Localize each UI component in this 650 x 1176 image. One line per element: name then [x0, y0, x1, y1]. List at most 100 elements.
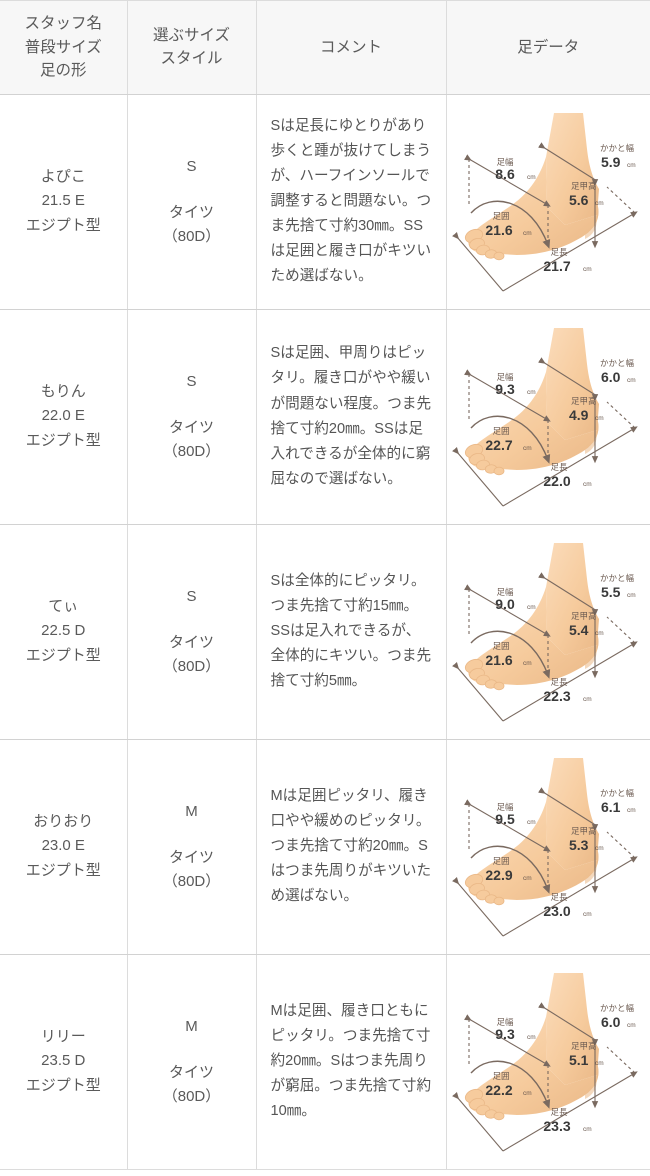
size-cell: S タイツ （80D）	[127, 94, 257, 310]
size-style: タイツ	[168, 848, 214, 866]
header-line-2: スタイル	[160, 50, 223, 68]
column-header-comment: コメント	[256, 0, 447, 95]
header-row: スタッフ名 普段サイズ 足の形 選ぶサイズ スタイル コメント 足データ	[0, 0, 650, 95]
label-foot-length: 足長	[550, 1107, 568, 1117]
comment-cell: Mは足囲、履き口ともにピッタリ。つま先捨て寸約20㎜。Sはつま先周りが窮屈。つま…	[256, 954, 447, 1170]
dimension-labels: 足幅 9.3 cm かかと幅 6.0 cm 足甲高 5.1 cm 足囲 22.2…	[485, 1003, 635, 1134]
label-foot-girth: 足囲	[492, 856, 509, 866]
staff-cell: よぴこ 21.5 E エジプト型	[0, 94, 128, 310]
size-spacer	[132, 824, 252, 846]
label-instep-height: 足甲高	[571, 396, 597, 406]
unit-foot-length: cm	[583, 1126, 592, 1133]
chosen-size-letter: S	[186, 372, 197, 390]
column-header-staff: スタッフ名 普段サイズ 足の形	[0, 0, 128, 95]
foot-data-cell: 足幅 8.6 cm かかと幅 5.9 cm 足甲高 5.6 cm 足囲 21.6…	[446, 94, 650, 310]
label-foot-length: 足長	[550, 892, 568, 902]
foot-diagram-container: 足幅 9.0 cm かかと幅 5.5 cm 足甲高 5.4 cm 足囲 21.6…	[447, 525, 650, 739]
label-instep-height: 足甲高	[571, 181, 597, 191]
size-cell: M タイツ （80D）	[127, 739, 257, 955]
unit-foot-width: cm	[527, 1034, 536, 1041]
unit-foot-girth: cm	[523, 445, 532, 452]
dimension-lines	[451, 571, 638, 722]
value-foot-length: 23.3	[543, 1118, 570, 1134]
foot-illustration	[464, 757, 599, 905]
comment-text: Sは足囲、甲周りはピッタリ。履き口がやや緩いが問題ない程度。つま先捨て寸約20㎜…	[270, 345, 432, 487]
chosen-size-letter: S	[186, 157, 197, 175]
foot-data-cell: 足幅 9.0 cm かかと幅 5.5 cm 足甲高 5.4 cm 足囲 21.6…	[446, 524, 650, 740]
value-heel-width: 5.5	[601, 584, 621, 600]
foot-data-cell: 足幅 9.3 cm かかと幅 6.0 cm 足甲高 5.1 cm 足囲 22.2…	[446, 954, 650, 1170]
value-foot-width: 9.5	[495, 811, 515, 827]
size-spacer	[132, 179, 252, 201]
label-heel-width: かかと幅	[600, 573, 635, 583]
header-line-1: 足データ	[517, 38, 580, 56]
staff-foot-type: エジプト型	[25, 861, 101, 879]
label-foot-length: 足長	[550, 247, 568, 257]
staff-usual-size: 23.0 E	[41, 837, 85, 855]
value-instep-height: 5.1	[569, 1052, 589, 1068]
unit-foot-girth: cm	[523, 230, 532, 237]
staff-name: もりん	[40, 383, 86, 401]
unit-foot-length: cm	[583, 911, 592, 918]
foot-data-cell: 足幅 9.5 cm かかと幅 6.1 cm 足甲高 5.3 cm 足囲 22.9…	[446, 739, 650, 955]
size-spacer	[132, 1039, 252, 1061]
value-heel-width: 6.0	[601, 369, 621, 385]
table-row: もりん 22.0 E エジプト型 S タイツ （80D） Sは足囲、甲周りはピッ…	[0, 309, 650, 525]
table-body: よぴこ 21.5 E エジプト型 S タイツ （80D） Sは足長にゆとりがあり…	[0, 94, 650, 1170]
size-denier: （80D）	[162, 872, 221, 890]
size-style: タイツ	[168, 633, 214, 651]
table-row: おりおり 23.0 E エジプト型 M タイツ （80D） Mは足囲ピッタリ、履…	[0, 739, 650, 955]
value-foot-length: 22.3	[543, 688, 570, 704]
label-foot-width: 足幅	[496, 587, 514, 597]
header-line-1: コメント	[319, 38, 382, 56]
value-instep-height: 5.3	[569, 837, 589, 853]
table-row: リリー 23.5 D エジプト型 M タイツ （80D） Mは足囲、履き口ともに…	[0, 954, 650, 1170]
comment-text: Sは足長にゆとりがあり歩くと踵が抜けてしまうが、ハーフインソールで調整すると問題…	[270, 117, 432, 285]
size-style: タイツ	[168, 418, 214, 436]
foot-measurement-diagram: 足幅 8.6 cm かかと幅 5.9 cm 足甲高 5.6 cm 足囲 21.6…	[451, 112, 638, 292]
staff-usual-size: 21.5 E	[41, 192, 85, 210]
unit-foot-length: cm	[583, 266, 592, 273]
size-denier: （80D）	[162, 1087, 221, 1105]
label-foot-girth: 足囲	[492, 1071, 509, 1081]
unit-heel-width: cm	[627, 1022, 636, 1029]
value-instep-height: 4.9	[569, 407, 589, 423]
staff-cell: もりん 22.0 E エジプト型	[0, 309, 128, 525]
comment-text: Mは足囲ピッタリ、履き口やや緩めのピッタリ。つま先捨て寸約20㎜。Sはつま先周り…	[270, 787, 432, 905]
unit-instep-height: cm	[595, 200, 604, 207]
staff-cell: リリー 23.5 D エジプト型	[0, 954, 128, 1170]
foot-diagram-container: 足幅 9.3 cm かかと幅 6.0 cm 足甲高 5.1 cm 足囲 22.2…	[447, 955, 650, 1169]
unit-heel-width: cm	[627, 162, 636, 169]
label-heel-width: かかと幅	[600, 1003, 635, 1013]
staff-usual-size: 22.0 E	[41, 407, 85, 425]
value-foot-width: 9.0	[495, 596, 515, 612]
value-foot-width: 9.3	[495, 1026, 515, 1042]
label-heel-width: かかと幅	[600, 788, 635, 798]
value-foot-width: 8.6	[495, 166, 515, 182]
foot-measurement-diagram: 足幅 9.3 cm かかと幅 6.0 cm 足甲高 4.9 cm 足囲 22.7…	[451, 327, 638, 507]
chosen-size-letter: M	[185, 1017, 198, 1035]
value-foot-length: 22.0	[543, 473, 570, 489]
value-heel-width: 6.1	[601, 799, 621, 815]
unit-heel-width: cm	[627, 807, 636, 814]
dimension-lines	[451, 1001, 638, 1152]
dimension-lines	[451, 141, 638, 292]
foot-diagram-container: 足幅 9.3 cm かかと幅 6.0 cm 足甲高 4.9 cm 足囲 22.7…	[447, 310, 650, 524]
label-instep-height: 足甲高	[571, 1041, 597, 1051]
unit-heel-width: cm	[627, 592, 636, 599]
unit-instep-height: cm	[595, 630, 604, 637]
unit-foot-girth: cm	[523, 875, 532, 882]
header-line-2: 普段サイズ	[24, 38, 102, 56]
foot-diagram-container: 足幅 8.6 cm かかと幅 5.9 cm 足甲高 5.6 cm 足囲 21.6…	[447, 95, 650, 309]
label-foot-width: 足幅	[496, 157, 514, 167]
foot-data-cell: 足幅 9.3 cm かかと幅 6.0 cm 足甲高 4.9 cm 足囲 22.7…	[446, 309, 650, 525]
staff-usual-size: 22.5 D	[41, 622, 86, 640]
comment-cell: Sは全体的にピッタリ。つま先捨て寸約15㎜。SSは足入れできるが、全体的にキツい…	[256, 524, 447, 740]
staff-cell: てぃ 22.5 D エジプト型	[0, 524, 128, 740]
label-foot-width: 足幅	[496, 372, 514, 382]
staff-foot-type: エジプト型	[25, 216, 101, 234]
unit-instep-height: cm	[595, 845, 604, 852]
comment-cell: Sは足囲、甲周りはピッタリ。履き口がやや緩いが問題ない程度。つま先捨て寸約20㎜…	[256, 309, 447, 525]
value-heel-width: 6.0	[601, 1014, 621, 1030]
header-line-3: 足の形	[39, 62, 87, 80]
